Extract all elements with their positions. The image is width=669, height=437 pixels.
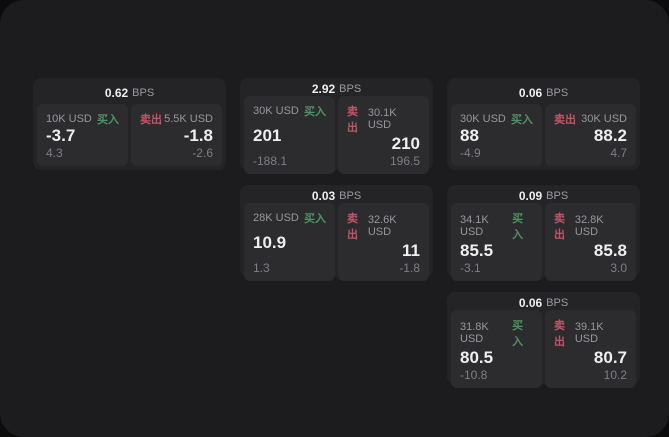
buy-side-label: 买入 (512, 320, 524, 348)
sell-panel[interactable]: 卖出 30.1K USD 210 196.5 (338, 96, 429, 174)
sell-panel[interactable]: 卖出 39.1K USD 80.7 10.2 (545, 310, 636, 388)
sell-delta: -2.6 (192, 146, 213, 160)
bps-value: 0.06 (518, 296, 543, 310)
sell-side-label: 卖出 (347, 213, 358, 241)
buy-panel[interactable]: 34.1K USD 买入 85.5 -3.1 (451, 203, 542, 281)
buy-price: 10.9 (253, 233, 287, 252)
sell-size: 32.6K USD (367, 214, 397, 238)
sell-side-label: 卖出 (554, 114, 576, 126)
sell-side-label: 卖出 (554, 320, 565, 348)
buy-delta: -4.9 (460, 146, 481, 160)
sell-price: 11 (402, 241, 420, 260)
bps-unit-label: BPS (546, 87, 569, 99)
buy-price: -3.7 (46, 126, 76, 146)
sell-side-label: 卖出 (554, 213, 565, 241)
bps-value: 0.09 (518, 189, 543, 203)
bps-value: 0.03 (311, 189, 336, 203)
quote-card-5: 0.09 BPS 34.1K USD 买入 85.5 -3.1 卖出 32.8K… (447, 185, 640, 281)
sell-panel[interactable]: 卖出 32.6K USD 11 -1.8 (338, 203, 429, 281)
quote-card-6: 0.06 BPS 31.8K USD 买入 80.5 -10.8 卖出 39.1… (447, 292, 640, 388)
sell-size: 32.8K USD (574, 214, 604, 238)
buy-delta: 4.3 (46, 146, 63, 160)
sell-price: 210 (391, 134, 420, 153)
sell-delta: 196.5 (389, 153, 420, 168)
sell-size: 30.1K USD (367, 107, 397, 131)
bps-unit-label: BPS (546, 297, 569, 309)
bps-value: 0.06 (518, 86, 543, 100)
buy-side-label: 买入 (97, 114, 119, 126)
buy-size: 28K USD (253, 212, 299, 224)
buy-delta: -3.1 (460, 260, 481, 275)
buy-size: 31.8K USD (460, 321, 489, 345)
buy-price: 85.5 (460, 241, 494, 260)
bps-header: 2.92 BPS (244, 82, 429, 96)
buy-delta: -188.1 (253, 153, 288, 168)
buy-size: 10K USD (46, 113, 92, 125)
quote-card-1: 0.62 BPS 10K USD 买入 -3.7 4.3 卖出 5.5K USD (33, 78, 226, 170)
sell-size: 5.5K USD (164, 113, 213, 125)
quote-card-2: 2.92 BPS 30K USD 买入 201 -188.1 卖出 30.1K … (240, 78, 433, 174)
buy-price: 88 (460, 126, 479, 146)
bps-header: 0.06 BPS (451, 296, 636, 310)
buy-side-label: 买入 (512, 213, 524, 241)
sell-price: 88.2 (593, 126, 627, 146)
buy-size: 30K USD (253, 105, 299, 117)
sell-size: 39.1K USD (574, 321, 604, 345)
sell-panel[interactable]: 卖出 32.8K USD 85.8 3.0 (545, 203, 636, 281)
bps-header: 0.09 BPS (451, 189, 636, 203)
buy-size: 30K USD (460, 113, 506, 125)
buy-side-label: 买入 (304, 106, 326, 118)
bps-unit-label: BPS (132, 87, 155, 99)
buy-delta: 1.3 (253, 260, 270, 275)
quote-card-4: 0.03 BPS 28K USD 买入 10.9 1.3 卖出 32.6K US… (240, 185, 433, 281)
quote-cards-grid: 0.62 BPS 10K USD 买入 -3.7 4.3 卖出 5.5K USD (33, 78, 640, 388)
sell-delta: 4.7 (610, 146, 627, 160)
buy-side-label: 买入 (511, 114, 533, 126)
bps-unit-label: BPS (339, 83, 362, 95)
bps-unit-label: BPS (546, 190, 569, 202)
buy-side-label: 买入 (304, 213, 326, 225)
sell-price: -1.8 (183, 126, 213, 146)
sell-price: 85.8 (593, 241, 627, 260)
bps-header: 0.62 BPS (37, 82, 222, 104)
sell-delta: 10.2 (603, 367, 627, 382)
quote-card-3: 0.06 BPS 30K USD 买入 88 -4.9 卖出 30K USD (447, 78, 640, 170)
sell-size: 30K USD (581, 113, 627, 125)
sell-side-label: 卖出 (140, 114, 162, 126)
sell-delta: 3.0 (610, 260, 627, 275)
sell-panel[interactable]: 卖出 5.5K USD -1.8 -2.6 (131, 104, 222, 166)
buy-panel[interactable]: 28K USD 买入 10.9 1.3 (244, 203, 335, 281)
sell-delta: -1.8 (399, 260, 420, 275)
bps-value: 0.62 (104, 86, 129, 100)
buy-price: 80.5 (460, 348, 494, 367)
bps-header: 0.03 BPS (244, 189, 429, 203)
bps-unit-label: BPS (339, 190, 362, 202)
sell-side-label: 卖出 (347, 106, 358, 134)
buy-delta: -10.8 (460, 367, 488, 382)
sell-panel[interactable]: 卖出 30K USD 88.2 4.7 (545, 104, 636, 166)
sell-price: 80.7 (593, 348, 627, 367)
buy-panel[interactable]: 30K USD 买入 88 -4.9 (451, 104, 542, 166)
bps-header: 0.06 BPS (451, 82, 636, 104)
buy-panel[interactable]: 31.8K USD 买入 80.5 -10.8 (451, 310, 542, 388)
buy-price: 201 (253, 126, 282, 145)
buy-size: 34.1K USD (460, 214, 489, 238)
buy-panel[interactable]: 10K USD 买入 -3.7 4.3 (37, 104, 128, 166)
buy-panel[interactable]: 30K USD 买入 201 -188.1 (244, 96, 335, 174)
bps-value: 2.92 (311, 82, 336, 96)
